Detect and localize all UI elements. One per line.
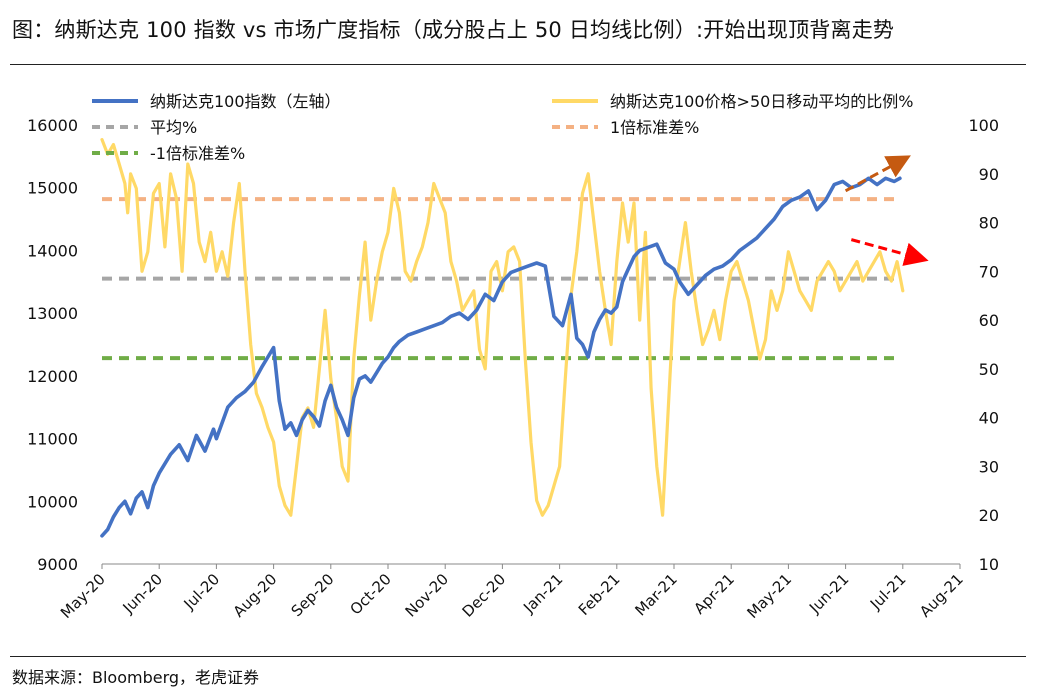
x-tick-label: Jun-21 [805, 570, 852, 617]
x-tick-label: Aug-21 [916, 570, 967, 621]
right-tick-label: 90 [979, 165, 999, 184]
x-tick-label: May-21 [743, 570, 795, 622]
x-tick-label: Dec-20 [459, 570, 510, 621]
right-tick-label: 80 [979, 214, 999, 233]
x-tick-label: Apr-21 [690, 570, 738, 618]
right-tick-label: 40 [979, 409, 999, 428]
x-tick-label: Oct-20 [346, 570, 394, 618]
left-tick-label: 9000 [37, 555, 78, 574]
chart: May-20 Jun-20 Jul-20 Aug-20 Sep-20 Oct-20 Nov-… [27, 92, 999, 622]
x-tick-label: Aug-20 [230, 570, 281, 621]
left-tick-label: 15000 [27, 179, 78, 198]
x-tick-label: Jul-21 [866, 570, 910, 614]
chart-title: 图：纳斯达克 100 指数 vs 市场广度指标（成分股占上 50 日均线比例）:… [12, 18, 895, 42]
source-note: 数据来源：Bloomberg，老虎证券 [12, 668, 260, 687]
right-tick-label: 70 [979, 262, 999, 281]
right-tick-label: 50 [979, 360, 999, 379]
source-divider [10, 656, 1026, 657]
left-tick-label: 12000 [27, 367, 78, 386]
x-tick-label: May-20 [57, 570, 109, 622]
left-tick-label: 13000 [27, 304, 78, 323]
x-tick-label: Jun-20 [119, 570, 166, 617]
x-tick-label: Mar-21 [631, 570, 680, 619]
right-tick-label: 60 [979, 311, 999, 330]
right-tick-label: 30 [979, 457, 999, 476]
ndx-series-line [100, 176, 902, 538]
x-tick-label: Sep-20 [288, 570, 338, 620]
divergence-arrow-down [850, 238, 929, 266]
x-tick-label: Jul-20 [180, 570, 224, 614]
x-tick-label: Jan-21 [519, 570, 566, 617]
divergence-arrow-up [844, 155, 911, 193]
legend-label-minus_std: -1倍标准差% [150, 144, 245, 163]
legend-label-ndx: 纳斯达克100指数（左轴） [150, 92, 341, 111]
x-tick-label: Feb-21 [575, 570, 624, 619]
legend-label-plus_std: 1倍标准差% [610, 118, 699, 137]
left-tick-label: 14000 [27, 241, 78, 260]
right-tick-label: 100 [968, 116, 999, 135]
breadth-series-line [100, 138, 905, 517]
right-tick-label: 20 [979, 506, 999, 525]
left-tick-label: 16000 [27, 116, 78, 135]
legend-label-mean: 平均% [150, 118, 197, 137]
title-divider [10, 64, 1026, 65]
right-tick-label: 10 [979, 555, 999, 574]
x-tick-label: Nov-20 [402, 570, 452, 620]
left-tick-label: 10000 [27, 492, 78, 511]
left-tick-label: 11000 [27, 430, 78, 449]
legend-label-breadth: 纳斯达克100价格>50日移动平均的比例% [610, 92, 914, 111]
